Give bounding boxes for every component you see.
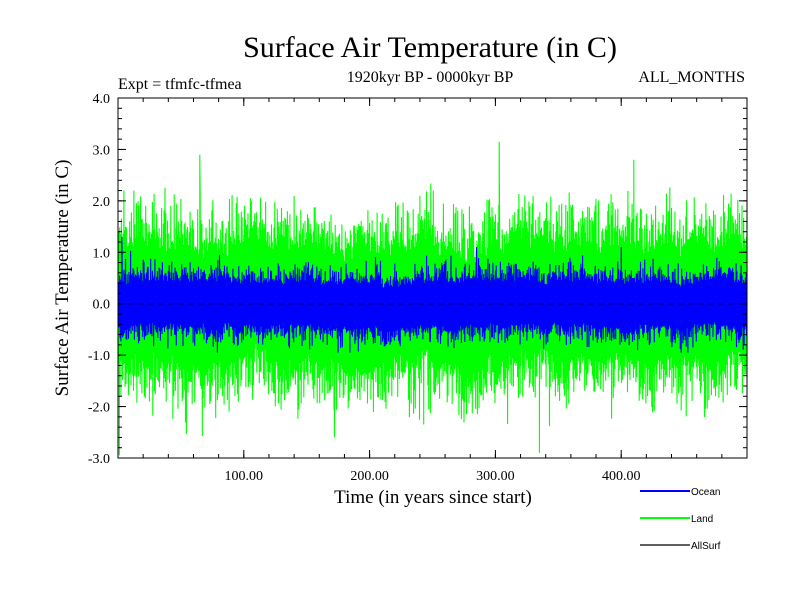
chart-title: Surface Air Temperature (in C) bbox=[243, 31, 617, 64]
legend-label-ocean: Ocean bbox=[691, 487, 720, 498]
x-tick-label: 400.00 bbox=[602, 469, 641, 484]
x-tick-label: 300.00 bbox=[476, 469, 515, 484]
y-tick-label: -3.0 bbox=[88, 452, 110, 467]
x-axis-label: Time (in years since start) bbox=[334, 487, 532, 508]
y-tick-label: 1.0 bbox=[93, 246, 111, 261]
experiment-label: Expt = tfmfc-tfmea bbox=[118, 76, 242, 93]
y-tick-label: 4.0 bbox=[93, 92, 111, 107]
months-label: ALL_MONTHS bbox=[638, 69, 745, 86]
x-tick-label: 100.00 bbox=[225, 469, 264, 484]
x-tick-label: 200.00 bbox=[350, 469, 389, 484]
y-tick-label: 2.0 bbox=[93, 195, 111, 210]
y-tick-label: 3.0 bbox=[93, 143, 111, 158]
series-line-land bbox=[117, 141, 748, 456]
y-tick-label: -2.0 bbox=[88, 401, 110, 416]
plot-frame bbox=[117, 97, 748, 459]
legend-label-land: Land bbox=[691, 514, 713, 525]
plot-area: -3.0 -2.0 -1.0 0.0 1.0 2.0 3.0 4.0 100.00 200.00 3… bbox=[88, 92, 748, 484]
y-axis-label: Surface Air Temperature (in C) bbox=[52, 160, 73, 397]
series-line-ocean bbox=[117, 236, 748, 353]
y-tick-label: 0.0 bbox=[93, 298, 111, 313]
time-range-label: 1920kyr BP - 0000kyr BP bbox=[347, 69, 514, 86]
y-tick-label: -1.0 bbox=[88, 349, 110, 364]
legend: Ocean Land AllSurf bbox=[640, 487, 721, 552]
legend-label-allsurf: AllSurf bbox=[691, 541, 721, 552]
